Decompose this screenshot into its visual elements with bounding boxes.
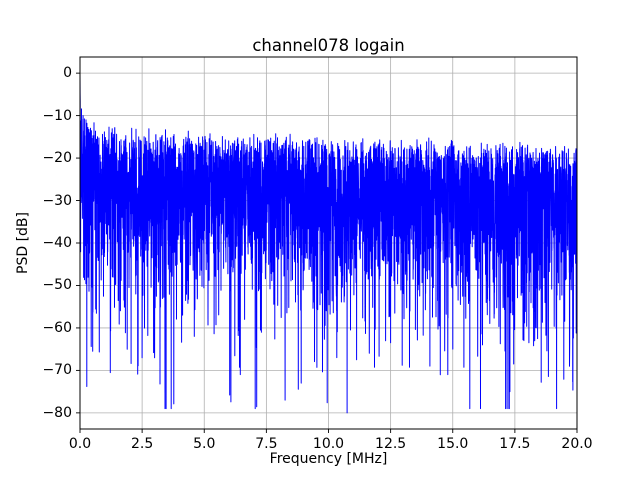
- x-tick-label: 12.5: [375, 436, 407, 452]
- x-tick-label: 10.0: [312, 436, 345, 452]
- y-tick-label: −70: [42, 362, 72, 379]
- x-axis-label: Frequency [MHz]: [269, 451, 388, 467]
- y-tick-label: 0: [63, 65, 72, 82]
- y-tick-label: −50: [42, 277, 72, 294]
- x-tick-label: 0.0: [68, 436, 92, 452]
- y-tick-label: −10: [42, 107, 72, 124]
- x-tick-label: 2.5: [130, 436, 154, 452]
- y-tick-label: −30: [42, 192, 72, 209]
- chart-title: channel078 logain: [252, 36, 405, 55]
- x-tick-label: 7.5: [255, 436, 278, 452]
- y-tick-label: −80: [42, 404, 72, 421]
- x-tick-label: 20.0: [561, 436, 593, 452]
- x-tick-label: 15.0: [437, 436, 469, 452]
- y-tick-label: −40: [42, 235, 72, 251]
- y-tick-label: −60: [42, 319, 72, 336]
- axes-frame: [79, 56, 578, 430]
- psd-trace: [80, 73, 577, 414]
- x-tick-label: 17.5: [499, 436, 531, 452]
- y-tick-label: −20: [42, 150, 72, 167]
- x-tick-label: 5.0: [193, 436, 216, 452]
